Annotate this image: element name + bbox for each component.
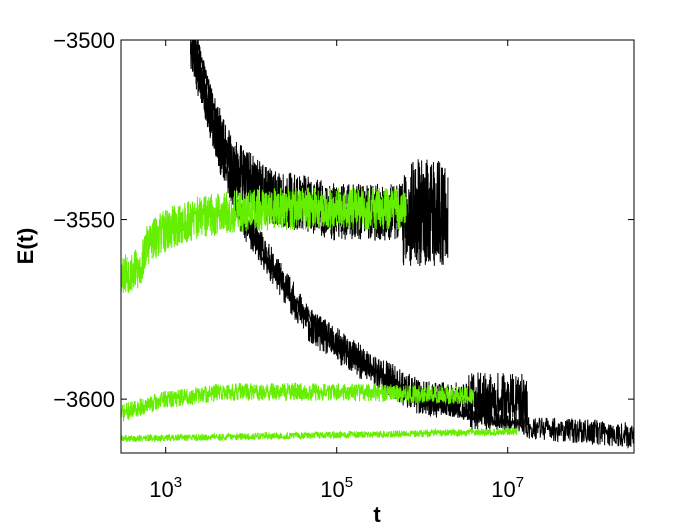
ticks-layer — [121, 39, 634, 453]
x-tick-label: 107 — [491, 474, 524, 502]
series-line-4 — [121, 187, 407, 294]
y-axis-title: E(t) — [13, 228, 38, 265]
x-tick-label: 105 — [320, 474, 353, 502]
plot-frame — [120, 39, 635, 454]
y-tick-label: −3500 — [53, 28, 115, 53]
series-line-5 — [121, 382, 475, 422]
y-tick-label: −3600 — [53, 387, 115, 412]
x-tick-label: 103 — [149, 474, 182, 502]
x-axis-title: t — [373, 502, 381, 527]
tick-labels: 103 105 107 −3500 −3550 −3600 — [53, 28, 524, 502]
series-line-6 — [121, 426, 518, 443]
series-layer — [121, 40, 634, 450]
y-tick-label: −3550 — [53, 208, 115, 233]
